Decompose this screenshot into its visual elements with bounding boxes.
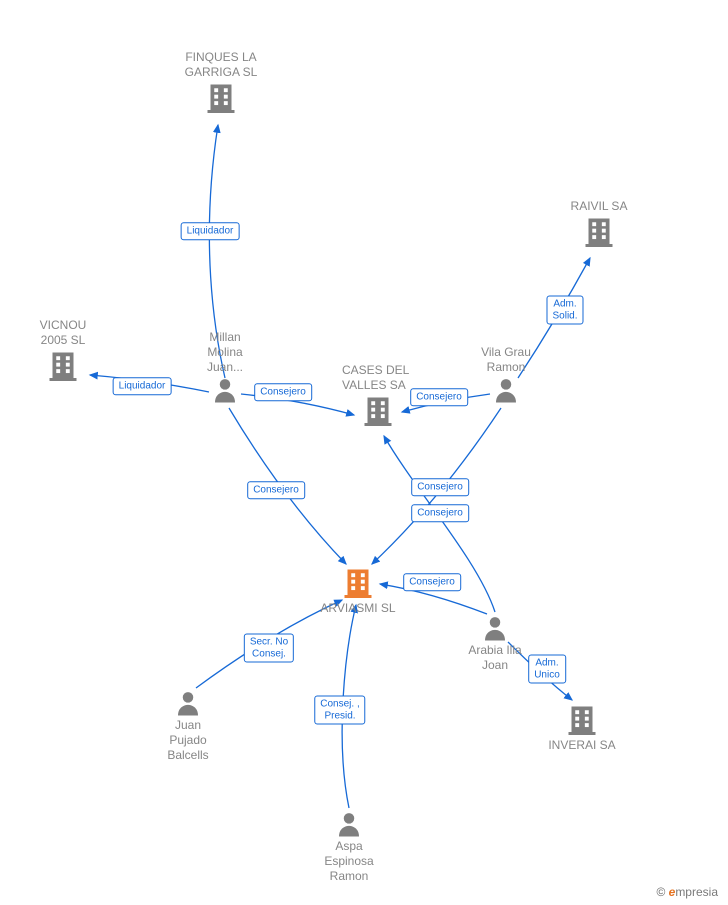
node-aspa[interactable]: Aspa Espinosa Ramon (289, 809, 409, 884)
building-icon (45, 348, 81, 384)
node-label: Juan Pujado Balcells (128, 718, 248, 763)
node-label: RAIVIL SA (539, 199, 659, 214)
node-millan[interactable]: Millan Molina Juan... (165, 330, 285, 405)
node-inverai[interactable]: INVERAI SA (522, 702, 642, 753)
node-arviasmi[interactable]: ARVIASMI SL (298, 565, 418, 616)
node-label: FINQUES LA GARRIGA SL (161, 50, 281, 80)
person-icon (210, 375, 240, 405)
node-cases[interactable]: CASES DEL VALLES SA (318, 363, 438, 429)
node-juan[interactable]: Juan Pujado Balcells (128, 688, 248, 763)
node-label: Vila Grau Ramon (446, 345, 566, 375)
building-icon (203, 80, 239, 116)
node-arabia[interactable]: Arabia Illa Joan (435, 613, 555, 673)
person-icon (480, 613, 510, 643)
node-label: ARVIASMI SL (298, 601, 418, 616)
edge-label: Consejero (247, 481, 305, 499)
node-finques[interactable]: FINQUES LA GARRIGA SL (161, 50, 281, 116)
node-vila[interactable]: Vila Grau Ramon (446, 345, 566, 405)
node-label: CASES DEL VALLES SA (342, 363, 438, 393)
building-icon (340, 565, 376, 601)
brand-logo-rest: mpresia (675, 885, 718, 899)
building-icon (581, 214, 617, 250)
node-label: Millan Molina Juan... (165, 330, 285, 375)
person-icon (491, 375, 521, 405)
edge-label: Consejero (411, 478, 469, 496)
node-label: Aspa Espinosa Ramon (289, 839, 409, 884)
edge-label: Consej. , Presid. (314, 696, 365, 725)
edge-label: Adm. Solid. (546, 296, 583, 325)
node-label: Arabia Illa Joan (435, 643, 555, 673)
building-icon (360, 393, 396, 429)
building-icon (564, 702, 600, 738)
node-label: VICNOU 2005 SL (3, 318, 123, 348)
diagram-edges-layer (0, 0, 728, 905)
node-raivil[interactable]: RAIVIL SA (539, 199, 659, 250)
copyright-symbol: © (656, 885, 665, 899)
edge-label: Secr. No Consej. (244, 634, 294, 663)
edge-label: Liquidador (181, 222, 240, 240)
person-icon (173, 688, 203, 718)
edge-label: Consejero (411, 504, 469, 522)
person-icon (334, 809, 364, 839)
footer-copyright: © empresia (656, 885, 718, 899)
node-label: INVERAI SA (522, 738, 642, 753)
node-vicnou[interactable]: VICNOU 2005 SL (3, 318, 123, 384)
